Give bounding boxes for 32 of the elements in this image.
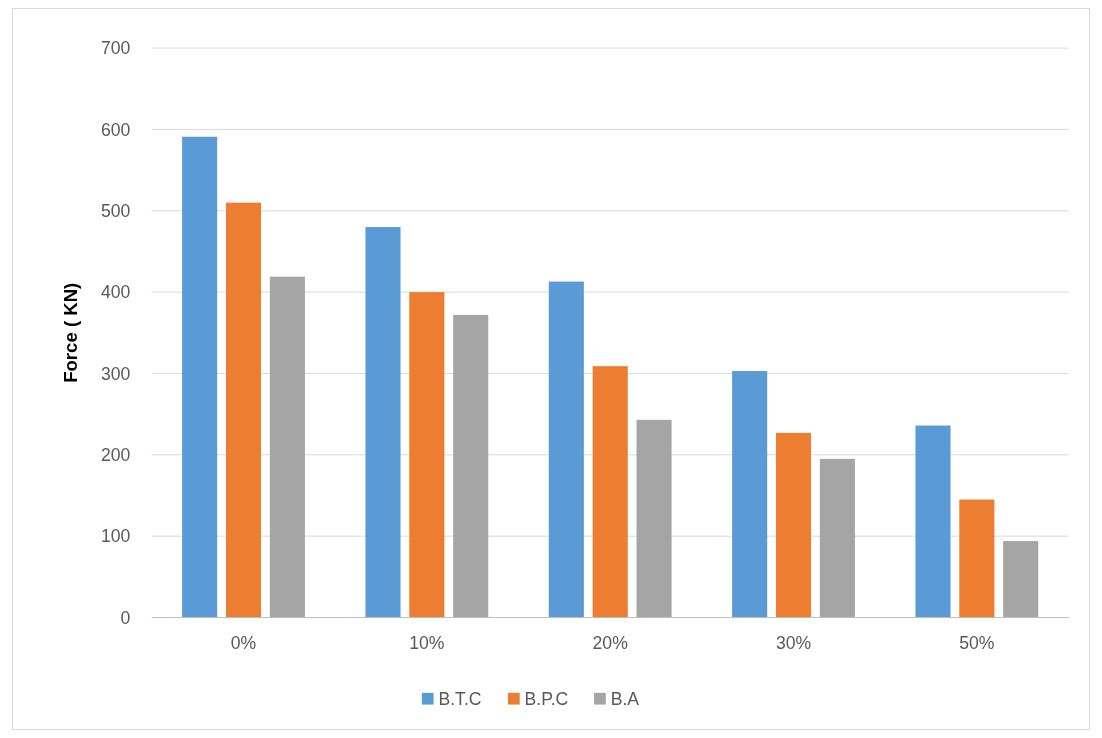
y-tick-label: 400: [100, 282, 131, 303]
y-tick-label: 300: [100, 363, 131, 384]
y-tick-label: 200: [100, 444, 131, 465]
y-tick-label: 500: [100, 200, 131, 221]
bar: [269, 276, 305, 618]
legend-label: B.P.C: [524, 688, 569, 709]
y-tick-label: 0: [120, 607, 131, 628]
bar: [819, 458, 855, 618]
bar: [365, 227, 401, 618]
bar: [453, 314, 489, 618]
x-tick-label: 10%: [409, 632, 445, 653]
y-tick-label: 100: [100, 526, 131, 547]
x-tick-label: 20%: [592, 632, 629, 653]
bar: [409, 292, 445, 618]
bar: [915, 425, 951, 618]
y-tick-label: 700: [100, 38, 131, 59]
x-tick-label: 30%: [775, 632, 812, 653]
x-tick-label: 0%: [230, 632, 257, 653]
bar: [225, 202, 262, 618]
bar: [959, 499, 995, 618]
bar: [636, 419, 672, 618]
bar: [182, 136, 218, 618]
bar: [775, 432, 812, 618]
legend-label: B.A: [610, 688, 640, 709]
y-axis-title: Force ( KN): [60, 282, 82, 383]
bar: [592, 366, 628, 618]
x-tick-label: 50%: [959, 632, 995, 653]
bar: [548, 281, 584, 618]
legend-label: B.T.C: [438, 688, 482, 709]
y-tick-label: 600: [100, 119, 131, 140]
bar: [1003, 541, 1039, 618]
bar: [732, 371, 768, 618]
